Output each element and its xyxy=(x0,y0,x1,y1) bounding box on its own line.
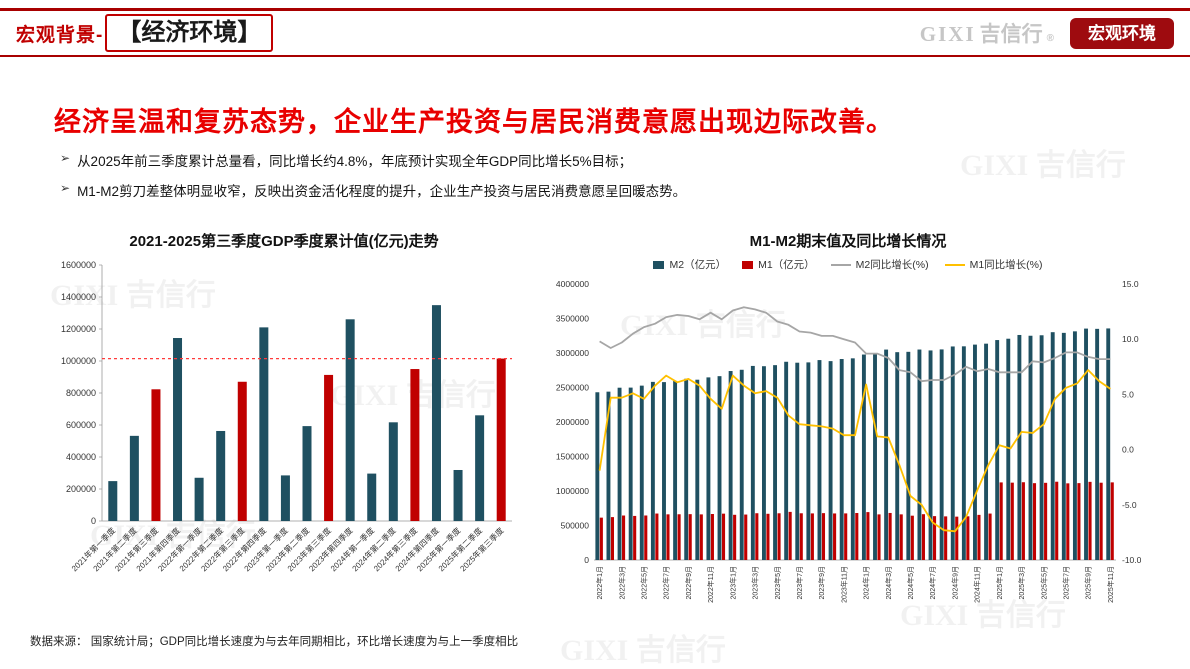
svg-text:10.0: 10.0 xyxy=(1122,334,1139,344)
svg-text:1000000: 1000000 xyxy=(556,486,589,496)
svg-text:2022年3月: 2022年3月 xyxy=(617,566,626,599)
legend-item: M2（亿元） xyxy=(653,257,726,272)
svg-text:400000: 400000 xyxy=(66,452,96,462)
legend-line-icon xyxy=(944,263,965,266)
gdp-bar-chart: 0 200000 400000 600000 800000 1000000 1200000 1… xyxy=(44,253,524,613)
brand-logo-cn: 吉信行 xyxy=(979,23,1043,46)
legend-item: M2同比增长(%) xyxy=(830,257,929,272)
svg-text:800000: 800000 xyxy=(66,388,96,398)
section-badge: 宏观环境 xyxy=(1070,17,1174,49)
svg-text:0.0: 0.0 xyxy=(1122,445,1134,455)
svg-text:2023年5月: 2023年5月 xyxy=(773,566,782,599)
svg-text:2023年9月: 2023年9月 xyxy=(817,566,826,599)
svg-text:5.0: 5.0 xyxy=(1122,389,1134,399)
gdp-bar-chart-svg: 0 200000 400000 600000 800000 1000000 1200000 1… xyxy=(61,260,512,573)
svg-text:1000000: 1000000 xyxy=(61,356,96,366)
bullet-text: M1-M2剪刀差整体明显收窄，反映出资金活化程度的提升，企业生产投资与居民消费意… xyxy=(77,184,687,199)
m1m2-chart-legend: M2（亿元） M1（亿元） M2同比增长(%) M1同比增长(%) xyxy=(538,257,1158,272)
brand-logo: GIXI 吉信行 ® xyxy=(920,18,1054,48)
legend-swatch-icon xyxy=(742,260,754,269)
svg-text:2022年7月: 2022年7月 xyxy=(662,566,671,599)
svg-text:4000000: 4000000 xyxy=(556,279,589,289)
svg-text:2022年11月: 2022年11月 xyxy=(706,566,715,603)
svg-text:3000000: 3000000 xyxy=(556,348,589,358)
svg-text:2024年3月: 2024年3月 xyxy=(884,566,893,599)
m1m2-chart-title: M1-M2期末值及同比增长情况 xyxy=(749,233,947,250)
svg-text:1200000: 1200000 xyxy=(61,324,96,334)
watermark: GIXI 吉信行 xyxy=(960,149,1126,182)
legend-item: M1（亿元） xyxy=(742,257,815,272)
svg-text:2024年7月: 2024年7月 xyxy=(928,566,937,599)
legend-swatch-icon xyxy=(653,260,665,269)
m1m2-combo-chart: 0 500000 1000000 1500000 2000000 2500000 30000… xyxy=(538,272,1158,638)
svg-text:-10.0: -10.0 xyxy=(1122,555,1142,565)
bullet-item: ➢ 从2025年前三季度累计总量看，同比增长约4.8%，年底预计实现全年GDP同… xyxy=(60,150,686,170)
svg-text:2022年5月: 2022年5月 xyxy=(639,566,648,599)
page-title: 【经济环境】 xyxy=(105,14,274,52)
bullet-list: ➢ 从2025年前三季度累计总量看，同比增长约4.8%，年底预计实现全年GDP同… xyxy=(60,150,686,210)
svg-text:2024年9月: 2024年9月 xyxy=(950,566,959,599)
svg-text:-5.0: -5.0 xyxy=(1122,500,1137,510)
svg-text:0: 0 xyxy=(91,516,96,526)
bullet-text: 从2025年前三季度累计总量看，同比增长约4.8%，年底预计实现全年GDP同比增… xyxy=(77,154,633,169)
svg-text:2023年11月: 2023年11月 xyxy=(839,566,848,603)
svg-text:600000: 600000 xyxy=(66,420,96,430)
breadcrumb: 宏观背景- xyxy=(16,24,104,46)
data-source-note: 数据来源： 国家统计局；GDP同比增长速度为与去年同期相比，环比增长速度为与上一… xyxy=(30,636,519,648)
svg-text:1400000: 1400000 xyxy=(61,292,96,302)
gdp-chart-panel: 2021-2025第三季度GDP季度累计值(亿元)走势 0 200000 40000… xyxy=(44,230,524,613)
legend-label: M2（亿元） xyxy=(669,259,727,271)
registered-mark-icon: ® xyxy=(1046,33,1054,44)
svg-text:2022年1月: 2022年1月 xyxy=(595,566,604,599)
arrow-bullet-icon: ➢ xyxy=(60,181,71,195)
svg-text:2025年5月: 2025年5月 xyxy=(1039,566,1048,599)
legend-label: M1（亿元） xyxy=(758,259,815,271)
svg-text:0: 0 xyxy=(584,555,589,565)
arrow-bullet-icon: ➢ xyxy=(60,151,71,165)
legend-item: M1同比增长(%) xyxy=(944,257,1043,272)
svg-text:1500000: 1500000 xyxy=(556,452,589,462)
header: 宏观背景- 【经济环境】 GIXI 吉信行 ® 宏观环境 xyxy=(0,8,1190,57)
headline: 经济呈温和复苏态势，企业生产投资与居民消费意愿出现边际改善。 xyxy=(54,107,894,137)
m1m2-combo-chart-svg: 0 500000 1000000 1500000 2000000 2500000 30000… xyxy=(556,279,1142,603)
bullet-item: ➢ M1-M2剪刀差整体明显收窄，反映出资金活化程度的提升，企业生产投资与居民消… xyxy=(60,180,686,200)
svg-text:2023年3月: 2023年3月 xyxy=(751,566,760,599)
svg-text:15.0: 15.0 xyxy=(1122,279,1139,289)
svg-text:2023年1月: 2023年1月 xyxy=(728,566,737,599)
svg-text:2022年9月: 2022年9月 xyxy=(684,566,693,599)
svg-text:2025年9月: 2025年9月 xyxy=(1084,566,1093,599)
legend-label: M1同比增长(%) xyxy=(969,259,1043,271)
svg-text:2024年1月: 2024年1月 xyxy=(862,566,871,599)
brand-logo-latin: GIXI xyxy=(919,22,976,46)
svg-text:2025年1月: 2025年1月 xyxy=(995,566,1004,599)
svg-text:2025年11月: 2025年11月 xyxy=(1106,566,1115,603)
svg-text:2023年7月: 2023年7月 xyxy=(795,566,804,599)
svg-text:2500000: 2500000 xyxy=(556,383,589,393)
m1m2-chart-panel: M1-M2期末值及同比增长情况 M2（亿元） M1（亿元） M2同比增长(%) M1同… xyxy=(538,230,1158,638)
svg-text:500000: 500000 xyxy=(561,521,590,531)
svg-text:2024年11月: 2024年11月 xyxy=(973,566,982,603)
gdp-chart-title: 2021-2025第三季度GDP季度累计值(亿元)走势 xyxy=(129,233,439,250)
svg-text:2025年7月: 2025年7月 xyxy=(1062,566,1071,599)
svg-text:2024年5月: 2024年5月 xyxy=(906,566,915,599)
svg-text:3500000: 3500000 xyxy=(556,314,589,324)
svg-text:200000: 200000 xyxy=(66,484,96,494)
svg-text:2025年3月: 2025年3月 xyxy=(1017,566,1026,599)
legend-line-icon xyxy=(830,263,851,266)
legend-label: M2同比增长(%) xyxy=(855,259,929,271)
svg-text:1600000: 1600000 xyxy=(61,260,96,270)
svg-text:2000000: 2000000 xyxy=(556,417,589,427)
